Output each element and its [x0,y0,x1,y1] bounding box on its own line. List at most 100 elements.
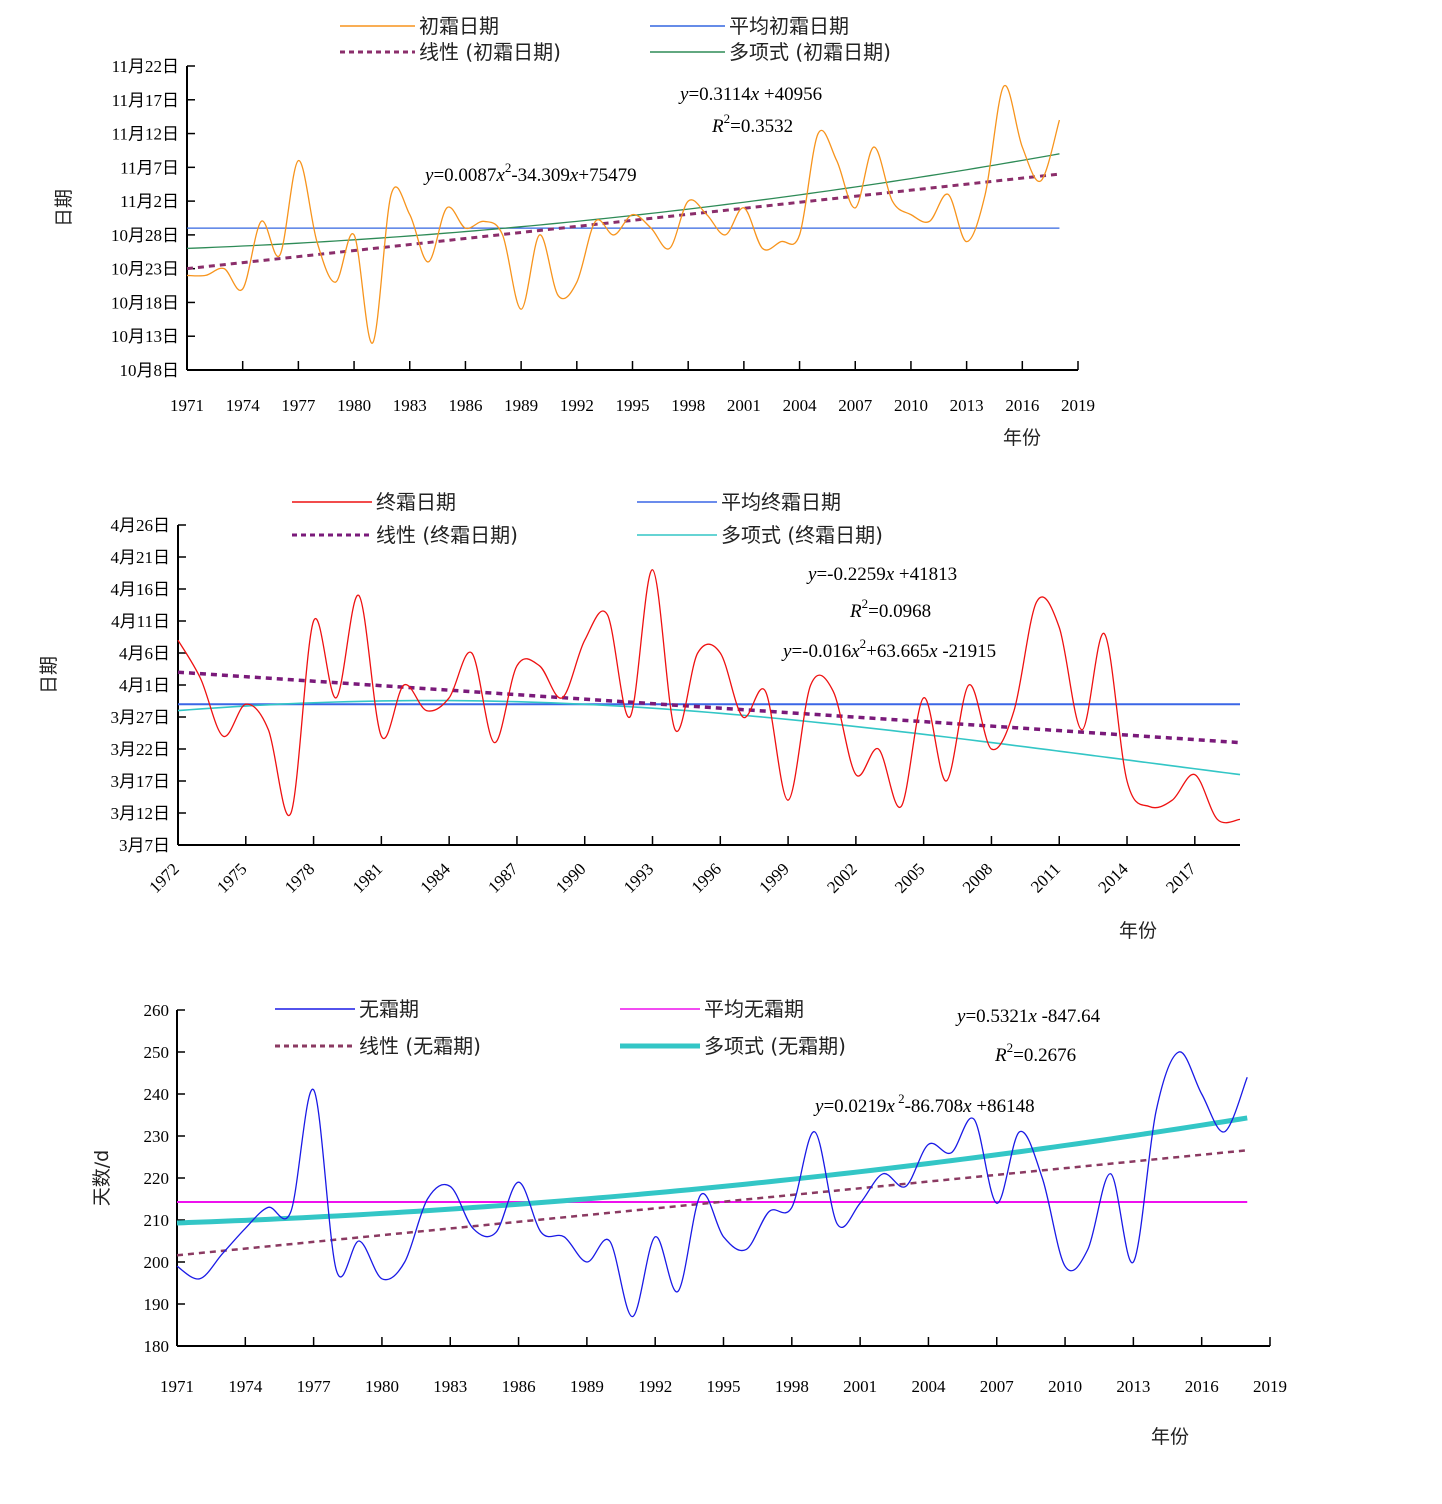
y-tick-label: 10月13日 [111,327,179,346]
x-tick-label: 2014 [1094,859,1132,897]
x-tick-label: 1971 [170,396,204,415]
polynomial-equation: y=0.0219x 2-86.708x +86148 [813,1091,1035,1117]
x-tick-label: 1992 [560,396,594,415]
polynomial-trend-line [176,1115,1248,1226]
y-tick-label: 11月12日 [112,125,179,144]
x-tick-label: 2017 [1162,859,1200,897]
polynomial-equation: y=0.0087x2-34.309x+75479 [423,160,637,186]
x-tick-label: 2013 [1116,1377,1150,1396]
legend-label: 无霜期 [359,997,419,1021]
legend-label: 终霜日期 [376,490,456,514]
y-tick-label: 240 [144,1085,170,1104]
r-squared: R2=0.3532 [711,111,793,137]
data-line [177,569,1241,824]
data-line [186,85,1061,344]
x-tick-label: 1986 [502,1377,536,1396]
x-tick-label: 2007 [838,396,873,415]
chart-last-frost: 3月7日 3月12日 3月17日 3月22日 3月27日 4月1日 4月6日 4月11日 4月1… [38,490,1241,942]
y-axis-title: 日期 [38,656,60,694]
x-axis-title: 年份 [1151,1426,1189,1448]
r-squared: R2=0.2676 [994,1040,1076,1066]
legend-label: 多项式 (初霜日期) [729,40,891,64]
x-tick-label: 2010 [894,396,928,415]
linear-trend-line [176,1149,1248,1257]
legend-label: 初霜日期 [419,14,499,38]
y-tick-label: 4月6日 [119,644,170,663]
x-tick-label: 1987 [484,859,522,897]
legend-label: 平均初霜日期 [729,14,849,38]
x-tick-label: 1984 [417,859,455,897]
x-tick-label: 1995 [616,396,650,415]
y-tick-label: 200 [144,1253,170,1272]
legend-label: 线性 (初霜日期) [419,40,561,64]
x-tick-label: 2008 [959,859,996,896]
x-tick-label: 1998 [671,396,705,415]
x-tick-label: 2019 [1061,396,1095,415]
y-tick-label: 10月23日 [111,260,179,279]
y-tick-label: 190 [144,1295,170,1314]
y-tick-label: 3月17日 [111,772,171,791]
x-tick-label: 1977 [281,396,316,415]
x-tick-label: 2001 [843,1377,877,1396]
polynomial-trend-line [177,699,1241,776]
x-tick-label: 1990 [552,859,589,896]
x-tick-label: 2004 [783,396,818,415]
y-tick-label: 10月8日 [120,361,180,380]
y-tick-label: 3月7日 [119,836,170,855]
x-axis-title: 年份 [1003,427,1041,449]
x-tick-label: 1983 [393,396,427,415]
x-tick-label: 2019 [1253,1377,1287,1396]
x-tick-label: 1978 [281,859,318,896]
y-axis-title: 日期 [53,189,75,227]
x-tick-label: 1992 [638,1377,672,1396]
chart-first-frost: 10月8日 10月13日 10月18日 10月23日 10月28日 11月2日 11月7日 1… [53,14,1095,449]
x-tick-label: 2016 [1185,1377,1219,1396]
linear-equation: y=-0.2259x +41813 [806,564,957,585]
x-tick-label: 2011 [1027,859,1064,896]
linear-trend-line [186,172,1060,271]
y-tick-label: 180 [144,1337,170,1356]
legend-label: 线性 (终霜日期) [376,523,518,547]
x-axis-title: 年份 [1119,920,1157,942]
x-tick-label: 1993 [620,859,657,896]
y-tick-label: 260 [144,1001,170,1020]
y-tick-label: 4月26日 [111,516,171,535]
x-tick-label: 2007 [980,1377,1015,1396]
x-tick-label: 1996 [688,859,725,896]
x-tick-label: 1975 [213,859,250,896]
y-tick-label: 10月28日 [111,226,179,245]
x-tick-label: 1980 [337,396,371,415]
chart-frost-free: 180 190 200 210 220 230 240 250 260 1971 1974 1977 1… [91,997,1287,1448]
x-tick-label: 2004 [911,1377,946,1396]
linear-equation: y=0.5321x -847.64 [955,1006,1101,1027]
y-tick-label: 3月27日 [111,708,171,727]
x-tick-label: 1980 [365,1377,399,1396]
x-tick-label: 1983 [433,1377,467,1396]
y-tick-label: 250 [144,1043,170,1062]
linear-equation: y=0.3114x +40956 [678,84,822,105]
x-tick-label: 1998 [775,1377,809,1396]
x-tick-label: 1974 [228,1377,263,1396]
y-tick-label: 11月2日 [120,192,179,211]
y-tick-label: 230 [144,1127,170,1146]
y-tick-label: 4月21日 [111,548,171,567]
legend-label: 多项式 (无霜期) [704,1034,846,1058]
polynomial-equation: y=-0.016x2+63.665x -21915 [781,636,996,662]
x-tick-label: 1986 [448,396,482,415]
x-tick-label: 1977 [297,1377,332,1396]
x-tick-label: 1995 [707,1377,741,1396]
x-tick-label: 2002 [823,859,860,896]
x-tick-label: 1974 [226,396,261,415]
legend-label: 多项式 (终霜日期) [721,523,883,547]
polynomial-trend-line [186,153,1060,250]
x-tick-label: 2016 [1005,396,1039,415]
y-tick-label: 3月12日 [111,804,171,823]
y-tick-label: 4月16日 [111,580,171,599]
y-tick-label: 11月22日 [112,57,179,76]
y-tick-label: 11月7日 [120,158,179,177]
x-tick-label: 1971 [160,1377,194,1396]
x-tick-label: 2001 [727,396,761,415]
x-tick-label: 1999 [755,859,792,896]
legend-label: 平均终霜日期 [721,490,841,514]
r-squared: R2=0.0968 [849,596,931,622]
